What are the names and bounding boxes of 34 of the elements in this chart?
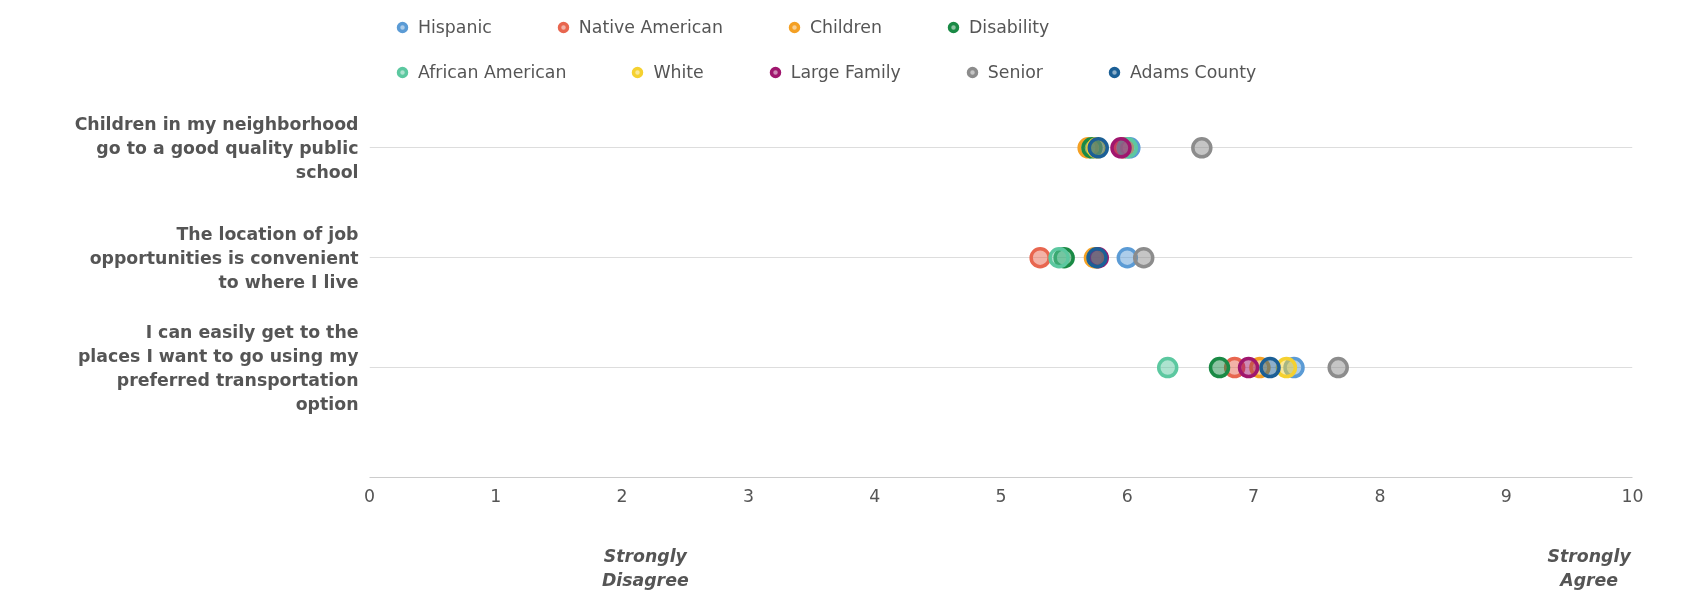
legend-label: African American [418,62,567,82]
legend-label: White [653,62,704,82]
x-tick-label: 2 [616,485,628,506]
text: Strongly Disagree [601,545,689,590]
y-tick-label: Children in my neighborhood go to a good quality public school [74,113,359,182]
text: Strongly Agree [1547,545,1632,590]
legend-label: Adams County [1129,62,1257,82]
legend-label: Native American [578,17,723,37]
legend-label: Senior [987,62,1043,82]
legend-label: Children [809,17,883,37]
point [1208,356,1231,379]
point [1327,356,1349,379]
point [1048,247,1070,269]
x-tick-label: 0 [363,485,376,506]
y-tick-label: I can easily get to the places I want to go using my preferred transportation option [77,321,359,414]
point [1259,356,1281,379]
legend-label: Disability [969,17,1050,37]
point [1237,356,1260,379]
x-tick-label: 1 [490,485,502,506]
legend-label: Large Family [790,62,901,82]
x-tick-label: 3 [742,485,754,506]
point [1132,247,1155,269]
point [1029,247,1051,269]
x-tick-label: 4 [869,485,881,506]
x-tick-label: 8 [1374,485,1386,506]
y-tick-label: The location of job opportunities is convenient to where I live [89,223,359,292]
x-tick-label: 5 [995,485,1007,506]
x-tick-label: 7 [1248,485,1260,506]
point [1156,356,1179,379]
legend-label: Hispanic [418,17,492,37]
x-tick-label: 10 [1621,485,1644,506]
x-tick-label: 9 [1500,485,1512,506]
point [1191,137,1213,159]
x-tick-label: 6 [1121,485,1133,506]
